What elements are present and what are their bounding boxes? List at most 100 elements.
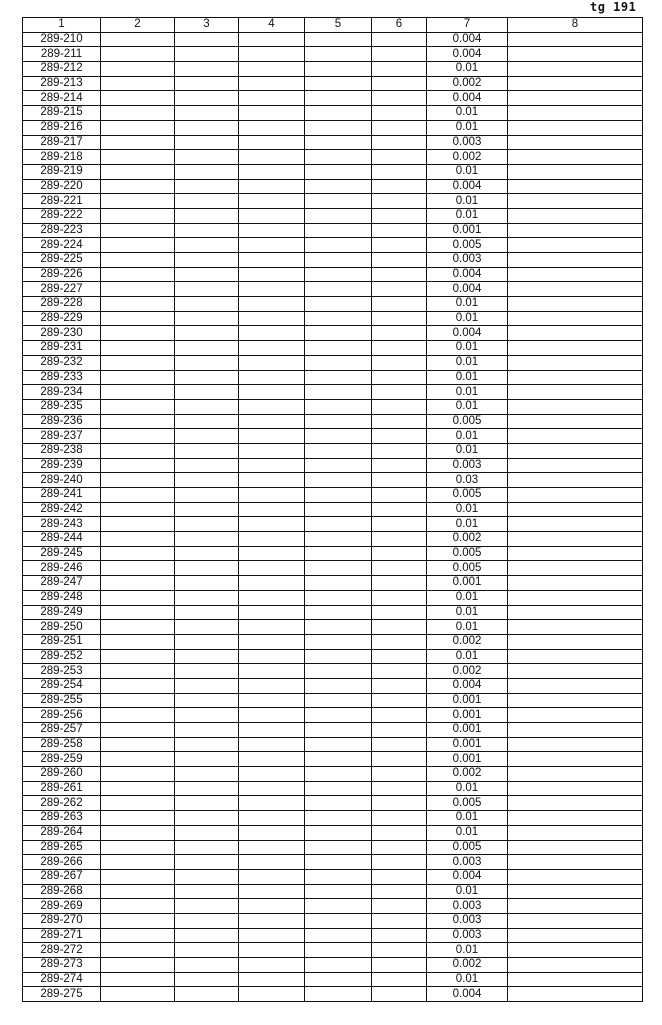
cell-empty xyxy=(304,780,372,797)
cell-id: 289-237 xyxy=(22,428,101,444)
cell-empty xyxy=(238,648,305,665)
table-row: 289-262 0.005 xyxy=(22,795,643,812)
cell-value: 0.005 xyxy=(426,413,508,430)
cell-empty xyxy=(100,61,175,77)
cell-empty xyxy=(100,384,175,400)
cell-value: 0.01 xyxy=(426,384,508,400)
cell-empty xyxy=(100,751,175,768)
cell-empty xyxy=(174,736,239,753)
cell-id: 289-251 xyxy=(22,633,101,650)
cell-empty xyxy=(507,487,643,503)
cell-empty xyxy=(304,222,372,239)
cell-empty xyxy=(304,501,372,518)
cell-empty xyxy=(507,398,643,415)
cell-empty xyxy=(174,942,239,958)
cell-empty xyxy=(174,575,239,591)
cell-empty xyxy=(304,310,372,327)
cell-id: 289-250 xyxy=(22,619,101,635)
column-header: 3 xyxy=(174,17,239,33)
cell-value: 0.003 xyxy=(426,252,508,268)
cell-empty xyxy=(174,854,239,870)
cell-empty xyxy=(100,501,175,518)
cell-empty xyxy=(174,325,239,342)
cell-empty xyxy=(304,839,372,856)
cell-empty xyxy=(507,898,643,914)
cell-value: 0.01 xyxy=(426,589,508,606)
cell-empty xyxy=(507,824,643,841)
table-row: 289-239 0.003 xyxy=(22,457,643,474)
cell-empty xyxy=(507,795,643,812)
table-row: 289-225 0.003 xyxy=(22,252,643,268)
cell-empty xyxy=(238,780,305,797)
cell-empty xyxy=(371,163,427,180)
cell-empty xyxy=(238,119,305,136)
cell-value: 0.002 xyxy=(426,663,508,679)
cell-empty xyxy=(100,677,175,694)
cell-empty xyxy=(507,839,643,856)
cell-empty xyxy=(238,633,305,650)
cell-value: 0.005 xyxy=(426,795,508,812)
cell-empty xyxy=(238,868,305,885)
cell-empty xyxy=(304,545,372,562)
cell-empty xyxy=(507,912,643,929)
cell-empty xyxy=(238,854,305,870)
cell-empty xyxy=(238,296,305,312)
cell-value: 0.01 xyxy=(426,604,508,621)
cell-empty xyxy=(304,119,372,136)
cell-empty xyxy=(174,281,239,298)
cell-value: 0.004 xyxy=(426,868,508,885)
table-row: 289-224 0.005 xyxy=(22,237,643,253)
cell-empty xyxy=(238,134,305,151)
cell-empty xyxy=(371,119,427,136)
table-row: 289-265 0.005 xyxy=(22,839,643,856)
cell-empty xyxy=(174,604,239,621)
cell-empty xyxy=(507,310,643,327)
cell-empty xyxy=(100,957,175,973)
cell-empty xyxy=(304,707,372,723)
cell-value: 0.01 xyxy=(426,942,508,958)
cell-empty xyxy=(174,898,239,914)
cell-empty xyxy=(507,369,643,386)
cell-empty xyxy=(371,545,427,562)
cell-id: 289-232 xyxy=(22,354,101,371)
column-header: 4 xyxy=(238,17,305,33)
cell-value: 0.01 xyxy=(426,354,508,371)
cell-empty xyxy=(507,516,643,533)
cell-empty xyxy=(238,531,305,547)
cell-empty xyxy=(100,119,175,136)
cell-empty xyxy=(371,442,427,459)
cell-empty xyxy=(371,340,427,356)
table-row: 289-256 0.001 xyxy=(22,707,643,723)
column-header: 8 xyxy=(507,17,643,33)
cell-empty xyxy=(238,207,305,224)
cell-empty xyxy=(238,340,305,356)
cell-empty xyxy=(304,442,372,459)
column-header: 6 xyxy=(371,17,427,33)
cell-empty xyxy=(174,824,239,841)
cell-id: 289-273 xyxy=(22,957,101,973)
cell-empty xyxy=(174,795,239,812)
cell-empty xyxy=(238,75,305,92)
table-row: 289-222 0.01 xyxy=(22,207,643,224)
cell-id: 289-210 xyxy=(22,31,101,48)
cell-value: 0.004 xyxy=(426,281,508,298)
cell-value: 0.01 xyxy=(426,105,508,121)
cell-empty xyxy=(100,472,175,488)
cell-empty xyxy=(371,134,427,151)
cell-empty xyxy=(174,442,239,459)
cell-id: 289-220 xyxy=(22,178,101,195)
cell-empty xyxy=(238,178,305,195)
cell-empty xyxy=(304,575,372,591)
cell-empty xyxy=(371,310,427,327)
cell-empty xyxy=(100,795,175,812)
page-reference: tg 191 xyxy=(590,0,637,14)
cell-empty xyxy=(100,105,175,121)
cell-empty xyxy=(304,883,372,900)
cell-empty xyxy=(371,487,427,503)
cell-empty xyxy=(100,927,175,944)
cell-empty xyxy=(174,780,239,797)
cell-empty xyxy=(507,942,643,958)
cell-empty xyxy=(304,281,372,298)
cell-empty xyxy=(100,692,175,709)
cell-id: 289-254 xyxy=(22,677,101,694)
